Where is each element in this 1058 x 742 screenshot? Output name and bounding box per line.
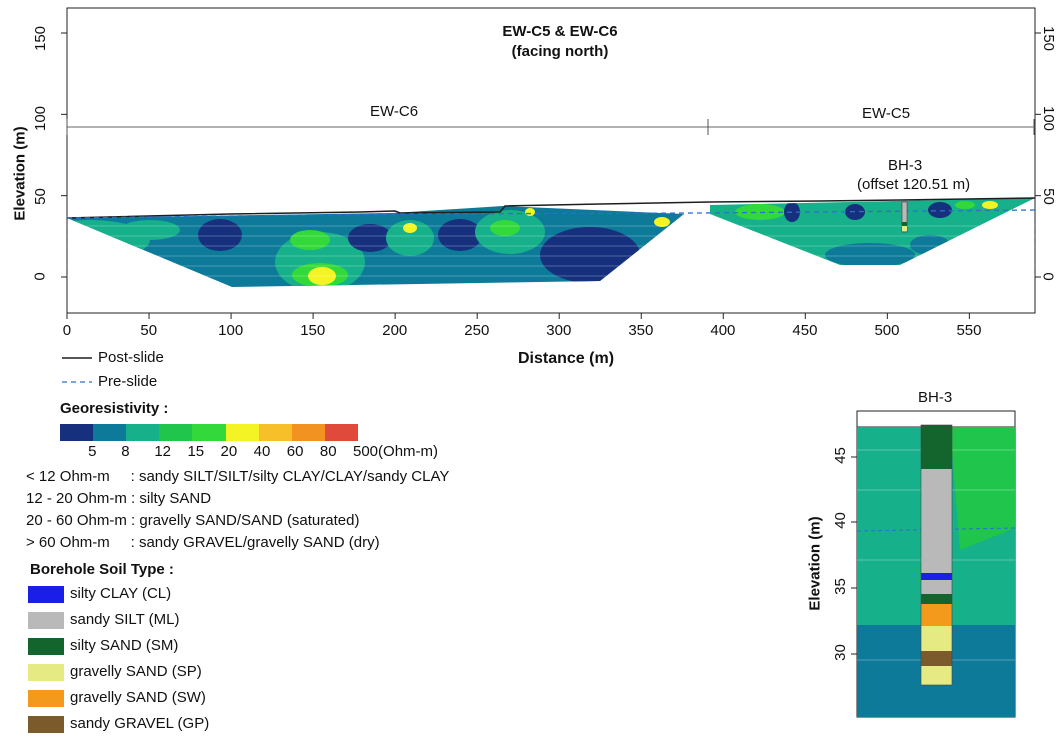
y-tick-100: 100 <box>32 105 50 132</box>
soil-type-title: Borehole Soil Type : <box>30 561 174 578</box>
chart-title-line2: (facing north) <box>511 43 609 60</box>
pre-slide-line <box>66 209 1036 219</box>
x-tick-label: 200 <box>382 322 408 339</box>
x-tick-label: 350 <box>628 322 654 339</box>
soil-swatch <box>28 664 64 681</box>
scale-label: 5 <box>88 443 97 460</box>
scale-swatch <box>324 424 358 441</box>
post-slide-line <box>66 197 1036 219</box>
georesistivity-title: Georesistivity : <box>60 400 169 417</box>
y-tick-0: 0 <box>31 272 49 281</box>
y-tick-150: 150 <box>32 25 50 52</box>
bh3-marker <box>901 201 908 233</box>
soil-label: sandy GRAVEL (GP) <box>70 715 210 732</box>
x-tick-label: 150 <box>300 322 326 339</box>
inset-y-label: Elevation (m) <box>806 516 824 611</box>
scale-label: 20 <box>220 443 238 460</box>
scale-label: 40 <box>253 443 271 460</box>
soil-label: silty CLAY (CL) <box>70 585 172 602</box>
soil-swatch <box>28 716 64 733</box>
borehole-offset: (offset 120.51 m) <box>857 176 971 193</box>
scale-label: 500(Ohm-m) <box>353 443 439 460</box>
borehole-label: BH-3 <box>888 157 923 174</box>
interpretation-line: 12 - 20 Ohm-m : silty SAND <box>26 490 212 507</box>
x-tick-label: 50 <box>140 322 158 339</box>
soil-label: sandy SILT (ML) <box>70 611 180 628</box>
x-tick-label: 500 <box>874 322 900 339</box>
section-label-ew-c6: EW-C6 <box>370 103 419 120</box>
soil-label: gravelly SAND (SP) <box>70 663 202 680</box>
post-slide-legend: Post-slide <box>98 349 164 366</box>
soil-swatch <box>28 638 64 655</box>
y-tick-right-100: 100 <box>1040 105 1058 132</box>
scale-label: 12 <box>154 443 172 460</box>
y-tick-right-150: 150 <box>1040 25 1058 52</box>
scale-label: 60 <box>286 443 304 460</box>
inset-y-tick-35: 35 <box>831 578 849 595</box>
soil-swatch <box>28 612 64 629</box>
scale-swatch <box>258 424 292 441</box>
interpretation-line: > 60 Ohm-m : sandy GRAVEL/gravelly SAND … <box>26 534 380 551</box>
y-tick-right-50: 50 <box>1039 188 1057 205</box>
inset-y-tick-45: 45 <box>831 447 849 464</box>
scale-label: 15 <box>187 443 205 460</box>
x-tick-label: 450 <box>792 322 818 339</box>
pre-slide-legend: Pre-slide <box>98 373 158 390</box>
y-tick-right-0: 0 <box>1039 272 1057 281</box>
interpretation-line: 20 - 60 Ohm-m : gravelly SAND/SAND (satu… <box>26 512 360 529</box>
inset-y-tick-30: 30 <box>831 644 849 661</box>
scale-swatch <box>225 424 259 441</box>
chart-title: EW-C5 & EW-C6 (facing north) <box>480 22 640 62</box>
x-tick-label: 300 <box>546 322 572 339</box>
soil-label: gravelly SAND (SW) <box>70 689 206 706</box>
x-axis-label: Distance (m) <box>518 350 615 367</box>
inset-title: BH-3 <box>918 389 953 406</box>
scale-swatch <box>192 424 226 441</box>
inset-y-tick-40: 40 <box>831 512 849 529</box>
soil-label: silty SAND (SM) <box>70 637 179 654</box>
chart-title-line1: EW-C5 & EW-C6 <box>502 23 618 40</box>
scale-swatch <box>159 424 193 441</box>
section-label-ew-c5: EW-C5 <box>862 105 911 122</box>
interpretation-line: < 12 Ohm-m : sandy SILT/SILT/silty CLAY/… <box>26 468 450 485</box>
soil-swatch <box>28 690 64 707</box>
y-tick-50: 50 <box>31 188 49 205</box>
plot-frame <box>66 7 1036 314</box>
ew-c6-resistivity-section <box>67 206 684 287</box>
soil-swatch <box>28 586 64 603</box>
georesistivity-scale <box>60 424 358 441</box>
scale-label: 8 <box>121 443 130 460</box>
scale-swatch <box>291 424 325 441</box>
x-tick-label: 100 <box>218 322 244 339</box>
x-tick-label: 0 <box>62 322 72 339</box>
scale-swatch <box>126 424 160 441</box>
scale-swatch <box>93 424 127 441</box>
x-tick-label: 400 <box>710 322 736 339</box>
bh3-inset <box>851 410 1016 718</box>
x-tick-label: 550 <box>956 322 982 339</box>
scale-swatch <box>60 424 94 441</box>
y-axis-label: Elevation (m) <box>11 126 29 221</box>
scale-label: 80 <box>319 443 337 460</box>
x-tick-label: 250 <box>464 322 490 339</box>
